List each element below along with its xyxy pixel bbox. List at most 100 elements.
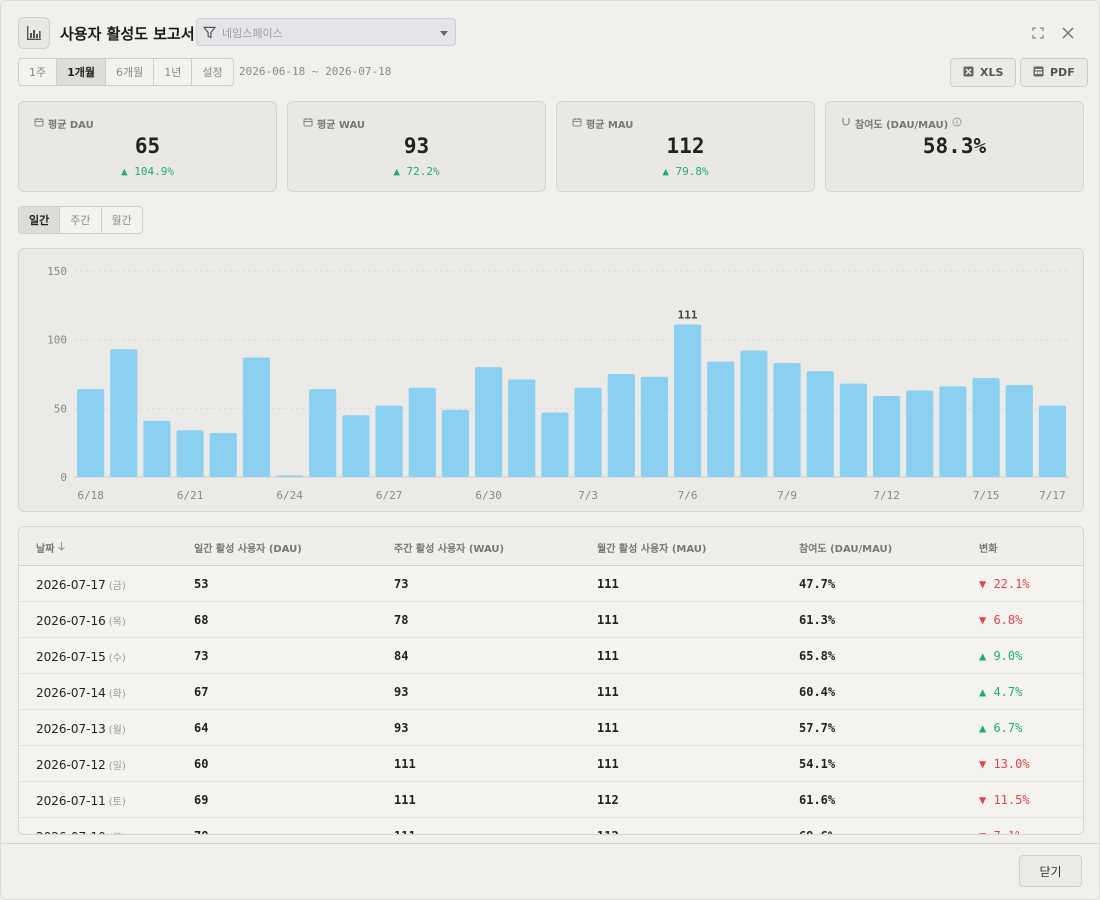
bar-6/18[interactable] bbox=[76, 389, 105, 477]
close-icon[interactable] bbox=[1058, 23, 1078, 43]
column-header-dau[interactable]: 일간 활성 사용자 (DAU) bbox=[194, 544, 302, 555]
tab-daily[interactable]: 일간 bbox=[19, 207, 61, 233]
cell-engagement: 61.3% bbox=[799, 613, 836, 627]
bar-7/15[interactable] bbox=[972, 378, 1000, 477]
column-header-engagement[interactable]: 참여도 (DAU/MAU) bbox=[799, 544, 893, 555]
date-text: 2026-07-14 bbox=[36, 686, 106, 700]
table-row[interactable]: 2026-07-16 (목) 68 78 111 61.3% ▼ 6.8% bbox=[19, 602, 1083, 638]
cell-dau: 69 bbox=[194, 793, 209, 807]
bar-6/29[interactable] bbox=[441, 409, 470, 477]
bar-7/17[interactable] bbox=[1038, 405, 1067, 477]
cell-mau: 112 bbox=[597, 793, 619, 807]
cell-mau: 111 bbox=[597, 757, 619, 771]
bar-6/26[interactable] bbox=[342, 415, 370, 477]
bar-7/10[interactable] bbox=[806, 371, 834, 477]
y-tick-label: 100 bbox=[47, 334, 67, 347]
table-row[interactable]: 2026-07-14 (화) 67 93 111 60.4% ▲ 4.7% bbox=[19, 674, 1083, 710]
export-pdf-label: PDF bbox=[1050, 66, 1075, 79]
day-of-week: (화) bbox=[108, 689, 126, 700]
table-row[interactable]: 2026-07-10(금) 78 111 112 69.6% ▼ 7.1% bbox=[19, 818, 1083, 834]
cell-dau: 60 bbox=[194, 757, 209, 771]
period-1w[interactable]: 1주 bbox=[19, 59, 58, 85]
bar-6/23[interactable] bbox=[242, 357, 271, 477]
column-header-mau[interactable]: 월간 활성 사용자 (MAU) bbox=[597, 544, 707, 555]
bar-7/5[interactable] bbox=[640, 376, 669, 477]
bar-7/13[interactable] bbox=[906, 390, 934, 477]
bar-7/8[interactable] bbox=[740, 350, 768, 477]
bar-7/9[interactable] bbox=[773, 363, 801, 477]
cell-dau: 67 bbox=[194, 685, 209, 699]
export-xls-label: XLS bbox=[980, 66, 1004, 79]
bar-7/4[interactable] bbox=[607, 374, 635, 477]
cell-mau: 111 bbox=[597, 649, 619, 663]
cell-engagement: 54.1% bbox=[799, 757, 836, 771]
export-pdf-button[interactable]: PDF bbox=[1020, 58, 1088, 87]
cell-date: 2026-07-13 (월) bbox=[36, 721, 126, 736]
namespace-select[interactable]: 네임스페이스 bbox=[196, 18, 456, 46]
bar-6/25[interactable] bbox=[309, 389, 337, 477]
bar-7/12[interactable] bbox=[872, 395, 901, 477]
cell-wau: 111 bbox=[394, 793, 416, 807]
bar-7/14[interactable] bbox=[939, 386, 967, 477]
cell-date: 2026-07-12 (일) bbox=[36, 757, 126, 772]
cell-dau: 78 bbox=[194, 829, 208, 834]
column-header-date[interactable]: 날짜 bbox=[36, 540, 66, 555]
bar-6/27[interactable] bbox=[375, 405, 403, 477]
day-of-week: (목) bbox=[108, 617, 126, 628]
table-row[interactable]: 2026-07-12 (일) 60 111 111 54.1% ▼ 13.0% bbox=[19, 746, 1083, 782]
calendar-icon bbox=[34, 117, 44, 130]
table-row[interactable]: 2026-07-17 (금) 53 73 111 47.7% ▼ 22.1% bbox=[19, 566, 1083, 602]
period-6m[interactable]: 6개월 bbox=[106, 59, 155, 85]
cell-mau: 111 bbox=[597, 613, 619, 627]
x-tick-label: 7/15 bbox=[973, 489, 1000, 502]
bar-6/30[interactable] bbox=[474, 367, 503, 477]
x-tick-label: 6/27 bbox=[376, 489, 403, 502]
cell-engagement: 57.7% bbox=[799, 721, 836, 735]
x-tick-label: 7/17 bbox=[1039, 489, 1066, 502]
date-text: 2026-07-10 bbox=[36, 830, 106, 834]
date-text: 2026-07-17 bbox=[36, 578, 106, 592]
table-row[interactable]: 2026-07-13 (월) 64 93 111 57.7% ▲ 6.7% bbox=[19, 710, 1083, 746]
dialog-footer: 닫기 bbox=[1, 843, 1099, 899]
bar-6/28[interactable] bbox=[408, 387, 436, 477]
bar-7/3[interactable] bbox=[574, 387, 602, 477]
bar-6/21[interactable] bbox=[176, 430, 204, 477]
bar-6/24[interactable] bbox=[275, 475, 304, 478]
stat-label: 평균 MAU bbox=[586, 120, 634, 131]
stat-value: 112 bbox=[666, 134, 705, 158]
expand-icon[interactable] bbox=[1028, 23, 1048, 43]
bar-6/19[interactable] bbox=[110, 349, 138, 477]
bar-7/16[interactable] bbox=[1005, 384, 1033, 477]
stat-card-wau: 평균 WAU 93 ▲ 72.2% bbox=[287, 101, 546, 192]
period-1y[interactable]: 1년 bbox=[154, 59, 193, 85]
stat-card-mau: 평균 MAU 112 ▲ 79.8% bbox=[556, 101, 815, 192]
bar-7/6[interactable] bbox=[673, 324, 702, 477]
period-1m[interactable]: 1개월 bbox=[57, 59, 107, 85]
bar-7/7[interactable] bbox=[707, 361, 735, 477]
cell-change: ▼ 22.1% bbox=[979, 577, 1030, 591]
bar-6/20[interactable] bbox=[143, 420, 171, 477]
column-header-wau[interactable]: 주간 활성 사용자 (WAU) bbox=[394, 544, 505, 555]
cell-change: ▼ 11.5% bbox=[979, 793, 1030, 807]
close-button[interactable]: 닫기 bbox=[1019, 855, 1082, 887]
bar-7/2[interactable] bbox=[541, 412, 569, 477]
stat-change: ▲ 79.8% bbox=[662, 165, 709, 178]
tab-weekly[interactable]: 주간 bbox=[60, 207, 102, 233]
period-custom[interactable]: 설정 bbox=[202, 66, 223, 79]
stat-value: 58.3% bbox=[922, 134, 987, 158]
table-row[interactable]: 2026-07-15 (수) 73 84 111 65.8% ▲ 9.0% bbox=[19, 638, 1083, 674]
cell-wau: 73 bbox=[394, 577, 409, 591]
bar-7/11[interactable] bbox=[839, 383, 868, 477]
cell-dau: 64 bbox=[194, 721, 209, 735]
export-xls-button[interactable]: XLS bbox=[950, 58, 1017, 87]
cell-engagement: 60.4% bbox=[799, 685, 836, 699]
tab-monthly[interactable]: 월간 bbox=[111, 214, 132, 227]
bar-7/1[interactable] bbox=[508, 379, 536, 477]
activity-table: 날짜 일간 활성 사용자 (DAU) 주간 활성 사용자 (WAU) 월간 활성… bbox=[18, 526, 1084, 835]
bar-6/22[interactable] bbox=[209, 433, 237, 477]
x-tick-label: 7/12 bbox=[873, 489, 900, 502]
column-header-change[interactable]: 변화 bbox=[979, 544, 998, 555]
table-row[interactable]: 2026-07-11 (토) 69 111 112 61.6% ▼ 11.5% bbox=[19, 782, 1083, 818]
spreadsheet-icon bbox=[963, 66, 974, 80]
info-icon[interactable] bbox=[952, 117, 962, 130]
